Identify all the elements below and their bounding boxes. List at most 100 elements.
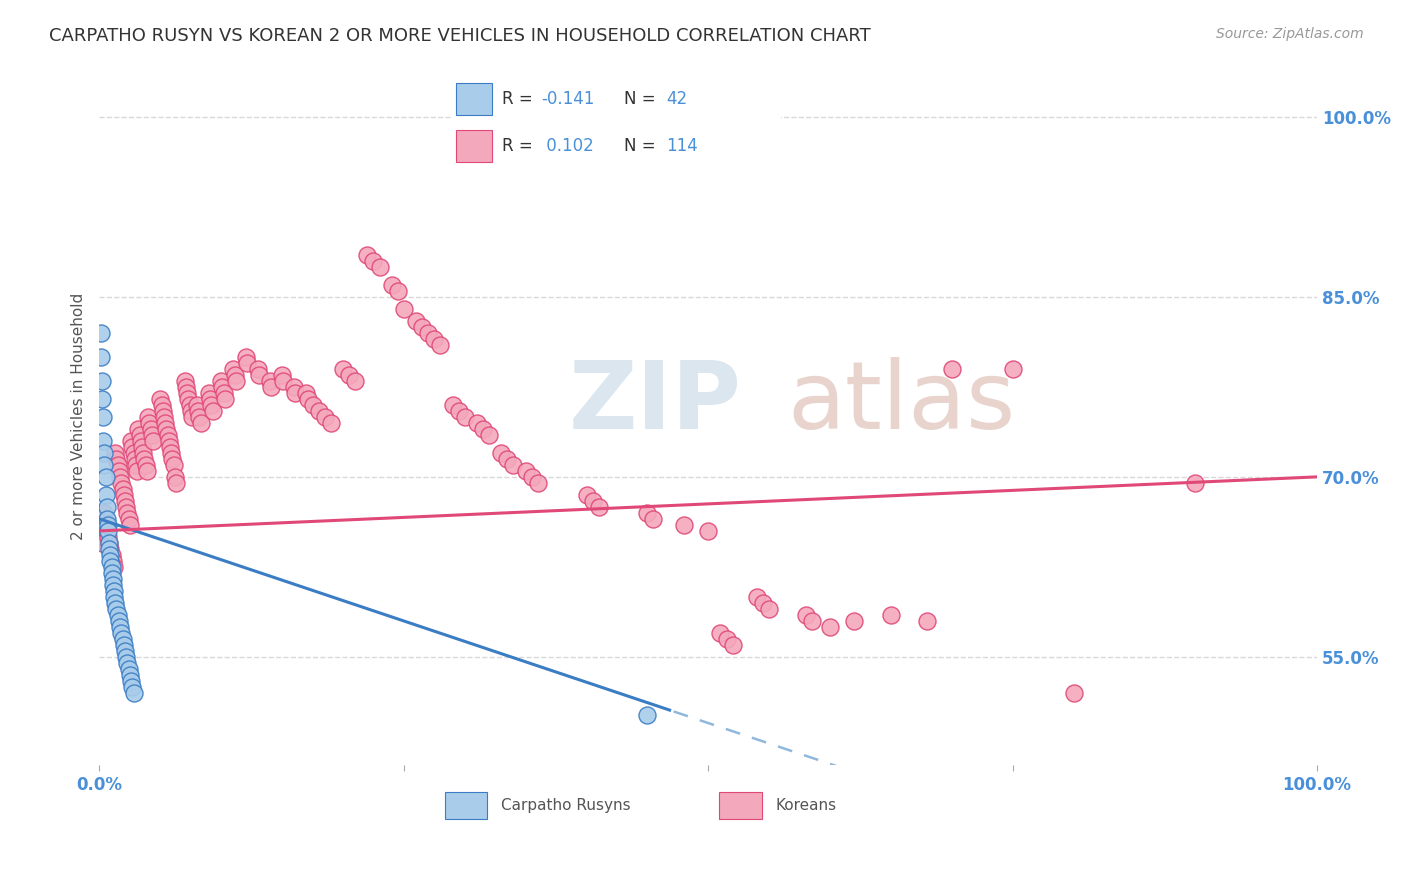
Point xyxy=(179,398,201,412)
Point xyxy=(136,409,159,424)
Point xyxy=(917,614,939,628)
Point xyxy=(1063,686,1085,700)
Point xyxy=(118,662,141,676)
Point xyxy=(527,475,550,490)
Point xyxy=(96,524,118,538)
Point xyxy=(423,332,446,346)
Point xyxy=(98,536,121,550)
Point xyxy=(818,620,841,634)
Point xyxy=(478,427,501,442)
Point xyxy=(721,638,744,652)
Point xyxy=(90,536,112,550)
Point xyxy=(246,361,269,376)
Point xyxy=(295,385,318,400)
Point xyxy=(745,590,768,604)
Point xyxy=(156,427,179,442)
Point xyxy=(271,374,294,388)
Point xyxy=(165,475,187,490)
Point xyxy=(101,578,124,592)
Point xyxy=(93,506,115,520)
Point xyxy=(149,392,172,406)
Point xyxy=(108,464,131,478)
Point xyxy=(575,488,598,502)
Point xyxy=(153,409,176,424)
Point xyxy=(131,440,153,454)
Point xyxy=(260,380,283,394)
Point xyxy=(235,350,257,364)
Point xyxy=(643,512,665,526)
Point xyxy=(90,374,112,388)
Point xyxy=(104,446,127,460)
Point xyxy=(752,596,775,610)
Point xyxy=(387,284,409,298)
Point xyxy=(200,392,222,406)
Text: ZIP: ZIP xyxy=(568,357,741,449)
Point xyxy=(139,422,162,436)
Point xyxy=(117,656,139,670)
Point xyxy=(308,404,330,418)
Point xyxy=(800,614,823,628)
Point xyxy=(844,614,866,628)
Point xyxy=(502,458,524,472)
Point xyxy=(114,644,136,658)
Point xyxy=(112,488,135,502)
Point xyxy=(138,416,160,430)
Point xyxy=(121,680,143,694)
Point xyxy=(222,361,245,376)
Point xyxy=(118,668,141,682)
Point xyxy=(392,301,415,316)
Point xyxy=(107,458,129,472)
Text: Source: ZipAtlas.com: Source: ZipAtlas.com xyxy=(1216,27,1364,41)
Point xyxy=(142,434,165,448)
Point xyxy=(103,590,125,604)
Point xyxy=(135,464,157,478)
Point xyxy=(100,548,122,562)
Point xyxy=(103,560,125,574)
Point xyxy=(93,446,115,460)
Point xyxy=(112,638,135,652)
Point xyxy=(176,385,198,400)
Point xyxy=(411,319,433,334)
Point xyxy=(271,368,294,382)
Point xyxy=(115,650,138,665)
Point xyxy=(1184,475,1206,490)
Point xyxy=(159,440,181,454)
Point xyxy=(177,392,200,406)
Point xyxy=(132,446,155,460)
Point xyxy=(186,398,208,412)
Point xyxy=(201,404,224,418)
Point xyxy=(319,416,342,430)
Point xyxy=(152,404,174,418)
Point xyxy=(100,554,122,568)
Point xyxy=(880,607,903,622)
Point xyxy=(758,602,780,616)
Point xyxy=(96,500,118,514)
Point xyxy=(515,464,537,478)
Point xyxy=(672,517,695,532)
Point xyxy=(187,404,209,418)
Point xyxy=(314,409,336,424)
Point xyxy=(105,451,128,466)
Point xyxy=(114,494,136,508)
Point xyxy=(212,385,235,400)
Point xyxy=(441,398,464,412)
Point xyxy=(356,248,378,262)
Point xyxy=(332,361,354,376)
Point xyxy=(97,517,120,532)
Point xyxy=(581,494,603,508)
Point xyxy=(125,458,148,472)
Point xyxy=(118,517,141,532)
Point xyxy=(368,260,391,274)
Point xyxy=(90,350,112,364)
Point xyxy=(496,451,519,466)
Point xyxy=(94,470,117,484)
Point xyxy=(709,626,731,640)
Point xyxy=(174,380,197,394)
Point xyxy=(429,337,451,351)
Point xyxy=(110,626,132,640)
Point xyxy=(181,409,204,424)
Point xyxy=(697,524,720,538)
Point xyxy=(588,500,610,514)
Point xyxy=(91,517,114,532)
Point xyxy=(93,458,115,472)
